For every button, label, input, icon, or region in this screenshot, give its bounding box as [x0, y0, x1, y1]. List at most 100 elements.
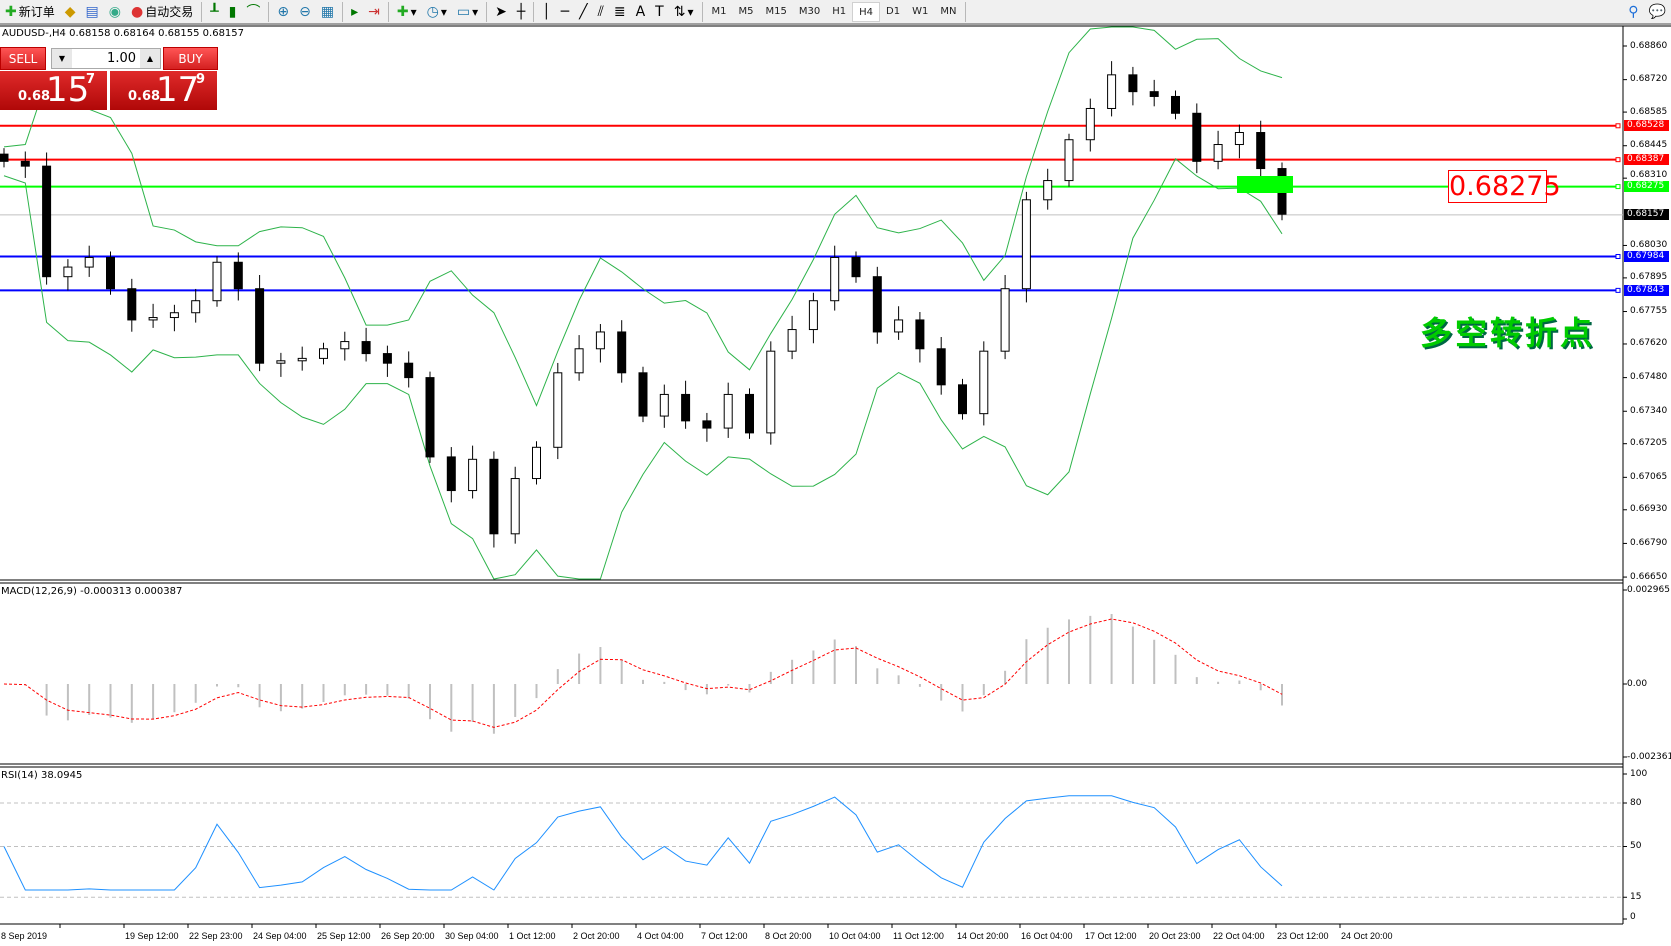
timeframe-w1[interactable]: W1 — [912, 5, 929, 17]
chart-shift-icon: ▸ — [351, 3, 359, 20]
candle-bearish — [127, 288, 137, 321]
timeframe-h1[interactable]: H1 — [832, 5, 847, 17]
timeframe-m1[interactable]: M1 — [711, 5, 727, 17]
buy-price[interactable]: 0.68 17 9 — [110, 70, 217, 110]
arrows-icon: ⇅ — [673, 3, 686, 20]
trendline-button[interactable]: ╱ — [574, 1, 592, 23]
crosshair-icon: ┼ — [516, 3, 526, 20]
indicators-button[interactable]: ✚ ▾ — [396, 3, 417, 20]
candle-bearish — [446, 456, 456, 492]
horizontal-line-button[interactable]: ─ — [556, 1, 574, 23]
candle-bullish — [510, 478, 520, 535]
crosshair-button[interactable]: ┼ — [512, 1, 530, 23]
candle-bearish — [851, 256, 861, 278]
fibonacci-button[interactable]: ≣ — [609, 1, 631, 23]
candle-bullish — [468, 458, 478, 492]
candle-bearish — [1128, 74, 1138, 93]
separator — [701, 1, 703, 22]
sell-price[interactable]: 0.68 15 7 — [0, 70, 107, 110]
text-icon: A — [635, 3, 646, 20]
horizontal-line-price-tag: 0.68528 — [1624, 120, 1669, 132]
line-chart-icon: ⌒ — [246, 3, 261, 20]
price-tick-label: 0.68445 — [1630, 140, 1668, 151]
highlight-zone — [1237, 176, 1293, 193]
one-click-trading-panel: SELL ▼ 1.00 ▲ BUY 0.68 15 7 0.68 17 9 — [0, 47, 218, 110]
lot-size-value[interactable]: 1.00 — [107, 51, 136, 66]
zoom-in-icon: ⊕ — [277, 3, 290, 20]
price-tick-label: 0.67620 — [1630, 338, 1668, 349]
arrows-button[interactable]: ⇅ ▾ — [673, 3, 694, 20]
candle-bullish — [808, 300, 818, 331]
signals-button[interactable]: ◉ — [104, 1, 126, 23]
chat-button[interactable]: 💬 — [1644, 1, 1671, 23]
lot-size-field[interactable]: ▼ 1.00 ▲ — [51, 48, 161, 69]
candle-bearish — [361, 341, 371, 355]
price-tick-label: 0.66650 — [1630, 571, 1668, 582]
chart-shift-button[interactable]: ▸ — [346, 1, 363, 23]
timeframe-d1[interactable]: D1 — [886, 5, 901, 17]
annotation-text[interactable]: 多空转折点 — [1420, 314, 1596, 352]
candle-bearish — [106, 256, 115, 290]
candle-bearish — [936, 348, 946, 386]
chat-icon: 💬 — [1648, 3, 1666, 20]
price-annotation[interactable]: 0.68275 — [1448, 170, 1561, 203]
time-tick-label: 26 Sep 20:00 — [381, 931, 435, 941]
macd-tick-label: 0.00 — [1627, 678, 1648, 689]
buy-price-pips: 17 — [156, 70, 200, 110]
bar-chart-button[interactable]: ┸ — [205, 1, 223, 23]
price-tick-label: 0.68720 — [1630, 74, 1668, 85]
templates-button[interactable]: ▭ ▾ — [456, 3, 479, 20]
buy-price-prefix: 0.68 — [128, 89, 161, 104]
tile-windows-button[interactable]: ▦ — [316, 1, 339, 23]
timeframe-m30[interactable]: M30 — [798, 5, 821, 17]
candle-bullish — [1213, 144, 1223, 162]
candle-bearish — [915, 319, 925, 350]
price-tick-label: 0.67065 — [1630, 471, 1668, 482]
equidistant-channel-button[interactable]: ⫽ — [593, 1, 609, 23]
sell-price-prefix: 0.68 — [18, 89, 51, 104]
candle-bullish — [787, 329, 797, 352]
cursor-button[interactable]: ➤ — [490, 1, 512, 23]
new-order-button[interactable]: ✚ 新订单 — [0, 1, 60, 23]
clock-icon: ◷ — [426, 3, 439, 20]
timeframe-mn[interactable]: MN — [940, 5, 957, 17]
text-label-icon: T — [655, 3, 664, 20]
horizontal-line-icon: ─ — [560, 3, 570, 20]
line-handle — [1615, 123, 1621, 129]
timeframe-m15[interactable]: M15 — [765, 5, 787, 17]
candle-bearish — [255, 288, 265, 364]
text-button[interactable]: A — [631, 1, 651, 23]
text-label-button[interactable]: T — [650, 1, 669, 23]
price-tick-label: 0.67895 — [1630, 272, 1668, 283]
new-order-icon: ✚ — [5, 3, 17, 20]
market-watch-button[interactable]: ◆ — [60, 1, 81, 23]
vertical-line-button[interactable]: │ — [537, 1, 555, 23]
auto-trading-button[interactable]: ● 自动交易 — [126, 1, 198, 23]
rsi-label: RSI(14) 38.0945 — [1, 770, 83, 781]
indicators-icon: ✚ — [396, 3, 409, 20]
candle-bullish — [276, 360, 286, 364]
timeframe-m5[interactable]: M5 — [738, 5, 754, 17]
line-chart-button[interactable]: ⌒ — [241, 1, 265, 23]
line-handle — [1615, 254, 1621, 260]
candle-bearish — [1171, 95, 1180, 114]
search-button[interactable]: ⚲ — [1623, 1, 1643, 23]
navigator-button[interactable]: ▤ — [81, 1, 104, 23]
zoom-out-button[interactable]: ⊖ — [294, 1, 316, 23]
sell-button[interactable]: SELL — [0, 47, 46, 70]
lot-decrease-button[interactable]: ▼ — [52, 49, 72, 68]
zoom-in-button[interactable]: ⊕ — [272, 1, 294, 23]
time-tick-label: 22 Sep 23:00 — [189, 931, 243, 941]
time-tick-label: 8 Oct 20:00 — [765, 931, 812, 941]
candle-bearish — [20, 160, 30, 167]
rsi-tick-label: 0 — [1630, 912, 1636, 922]
candlestick-button[interactable]: ▮ — [224, 1, 242, 23]
lot-increase-button[interactable]: ▲ — [140, 49, 160, 68]
buy-button[interactable]: BUY — [163, 47, 218, 70]
timeframe-h4[interactable]: H4 — [852, 1, 880, 22]
autoscroll-button[interactable]: ⇥ — [363, 1, 385, 23]
time-tick-label: 22 Oct 04:00 — [1213, 931, 1265, 941]
periods-button[interactable]: ◷ ▾ — [426, 3, 447, 20]
candle-bullish — [191, 300, 201, 314]
